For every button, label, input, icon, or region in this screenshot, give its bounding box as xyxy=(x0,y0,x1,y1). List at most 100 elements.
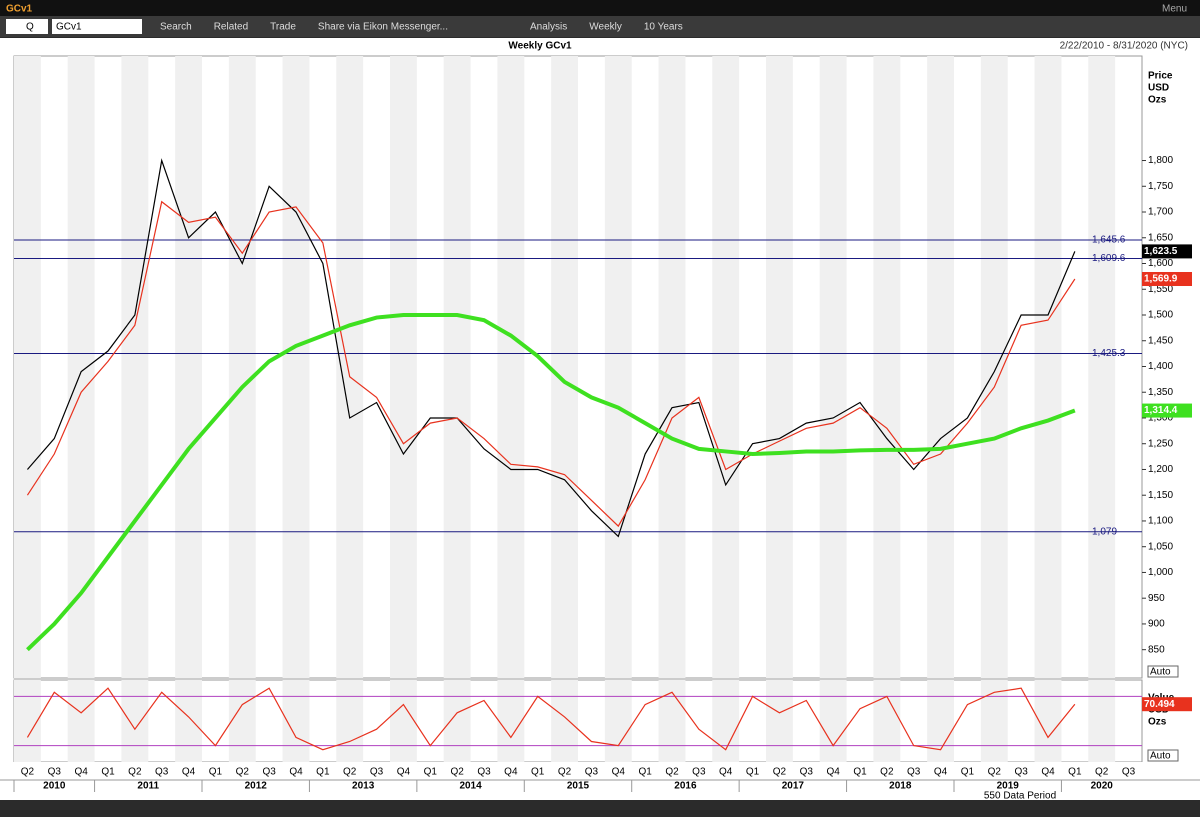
last-value-label: 1,314.4 xyxy=(1144,405,1178,416)
y-tick-label: 1,350 xyxy=(1148,387,1173,398)
y-axis-label: USD xyxy=(1148,83,1169,94)
window-title: GCv1 xyxy=(6,4,33,15)
horizontal-line-label: 1,425.3 xyxy=(1092,348,1126,359)
quarter-stripe xyxy=(67,56,95,678)
x-tick-label: Q4 xyxy=(1041,767,1055,778)
year-label: 2017 xyxy=(782,781,805,792)
y-tick-label: 1,750 xyxy=(1148,181,1173,192)
quarter-stripe xyxy=(282,56,310,678)
horizontal-line-label: 1,645.6 xyxy=(1092,235,1126,246)
year-label: 2012 xyxy=(245,781,268,792)
quarter-stripe xyxy=(712,680,740,762)
x-axis xyxy=(0,762,1200,800)
x-tick-label: Q1 xyxy=(638,767,652,778)
last-value-badge xyxy=(1142,244,1192,259)
x-tick-label: Q3 xyxy=(1122,767,1136,778)
x-tick-label: Q3 xyxy=(262,767,276,778)
horizontal-line-label: 1,609.6 xyxy=(1092,253,1126,264)
quarter-stripe xyxy=(873,56,901,678)
quarter-stripe xyxy=(1088,56,1116,678)
x-tick-label: Q4 xyxy=(397,767,411,778)
symbol-prefix: Q xyxy=(26,22,34,33)
bottom-border xyxy=(0,800,1200,812)
x-tick-label: Q4 xyxy=(504,767,518,778)
y-axis-label: Price xyxy=(1148,71,1173,82)
quarter-stripe xyxy=(14,680,41,762)
x-tick-label: Q2 xyxy=(450,767,464,778)
quarter-stripe xyxy=(873,680,901,762)
quarter-stripe xyxy=(67,680,95,762)
x-tick-label: Q3 xyxy=(1014,767,1028,778)
x-tick-label: Q1 xyxy=(1068,767,1082,778)
y-tick-label: 900 xyxy=(1148,619,1165,630)
footer: 550 Data Period xyxy=(984,791,1056,802)
x-tick-label: Q3 xyxy=(48,767,62,778)
symbol-input[interactable] xyxy=(52,19,142,34)
x-tick-label: Q4 xyxy=(826,767,840,778)
quarter-stripe xyxy=(497,680,525,762)
quarter-stripe xyxy=(121,680,149,762)
y-tick-label: 1,600 xyxy=(1148,258,1173,269)
x-tick-label: Q2 xyxy=(1095,767,1109,778)
x-tick-label: Q1 xyxy=(531,767,545,778)
x-tick-label: Q1 xyxy=(209,767,223,778)
quarter-stripe xyxy=(121,56,149,678)
y-tick-label: 1,450 xyxy=(1148,335,1173,346)
quarter-stripe xyxy=(658,680,686,762)
x-tick-label: Q4 xyxy=(934,767,948,778)
x-tick-label: Q1 xyxy=(853,767,867,778)
quarter-stripe xyxy=(14,56,41,678)
quarter-stripe xyxy=(443,56,471,678)
series-line xyxy=(26,312,1076,652)
chart-title: Weekly GCv1 xyxy=(508,41,572,52)
toolbar-item[interactable]: 10 Years xyxy=(644,22,683,33)
scale-button[interactable] xyxy=(1147,749,1179,762)
series-line xyxy=(26,200,1076,528)
x-tick-label: Q2 xyxy=(988,767,1002,778)
date-range: 2/22/2010 - 8/31/2020 (NYC) xyxy=(1060,41,1188,52)
y-tick-label: 1,300 xyxy=(1148,413,1173,424)
x-tick-label: Q1 xyxy=(101,767,115,778)
x-tick-label: Q3 xyxy=(585,767,599,778)
y-tick-label: 1,200 xyxy=(1148,464,1173,475)
toolbar-item[interactable]: Share via Eikon Messenger... xyxy=(318,22,448,33)
toolbar-item[interactable]: Weekly xyxy=(589,22,622,33)
x-tick-label: Q4 xyxy=(289,767,303,778)
x-tick-label: Q2 xyxy=(880,767,894,778)
toolbar-item[interactable]: Trade xyxy=(270,22,296,33)
toolbar-item[interactable]: Related xyxy=(214,22,248,33)
y-tick-label: 1,400 xyxy=(1148,361,1173,372)
year-label: 2015 xyxy=(567,781,590,792)
horizontal-line-label: 1,079 xyxy=(1092,526,1117,537)
x-tick-label: Q2 xyxy=(343,767,357,778)
x-tick-label: Q2 xyxy=(558,767,572,778)
quarter-stripe xyxy=(228,680,256,762)
title-bar xyxy=(0,0,1200,16)
quarter-stripe xyxy=(819,56,847,678)
x-tick-label: Q3 xyxy=(800,767,814,778)
scale-mode: Auto xyxy=(1150,751,1171,762)
menu[interactable]: Menu xyxy=(1162,4,1187,15)
quarter-stripe xyxy=(604,56,632,678)
scale-button[interactable] xyxy=(1147,665,1179,678)
y-axis-label: Ozs xyxy=(1148,95,1167,106)
x-tick-label: Q4 xyxy=(612,767,626,778)
symbol-prefix-box[interactable] xyxy=(6,19,48,34)
quarter-stripe xyxy=(497,56,525,678)
toolbar-item[interactable]: Analysis xyxy=(530,22,567,33)
y-tick-label: 850 xyxy=(1148,644,1165,655)
quarter-stripe xyxy=(980,56,1008,678)
quarter-stripe xyxy=(551,56,578,678)
year-label: 2020 xyxy=(1091,781,1114,792)
toolbar xyxy=(0,16,1200,37)
year-label: 2010 xyxy=(43,781,66,792)
quarter-stripe xyxy=(175,56,202,678)
scale-mode: Auto xyxy=(1150,667,1171,678)
y-tick-label: 1,500 xyxy=(1148,310,1173,321)
y-tick-label: 1,550 xyxy=(1148,284,1173,295)
toolbar-item[interactable]: Search xyxy=(160,22,192,33)
x-tick-label: Q3 xyxy=(155,767,169,778)
quarter-stripe xyxy=(766,680,793,762)
last-value-badge xyxy=(1142,272,1192,287)
quarter-stripe xyxy=(980,680,1008,762)
